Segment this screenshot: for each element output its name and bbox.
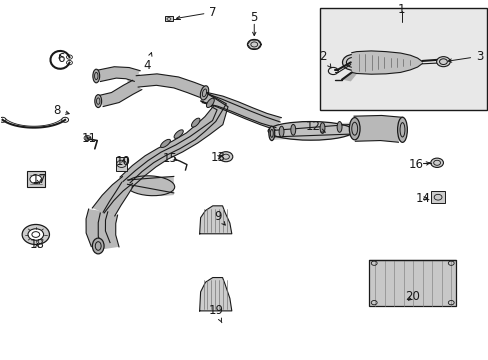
Polygon shape — [120, 94, 226, 183]
Text: 3: 3 — [447, 50, 483, 63]
Polygon shape — [103, 183, 133, 216]
Bar — [116, 157, 127, 171]
Bar — [164, 17, 172, 22]
Polygon shape — [202, 93, 281, 127]
Ellipse shape — [348, 118, 359, 140]
Bar — [320, 8, 487, 110]
Polygon shape — [86, 209, 110, 247]
Polygon shape — [136, 74, 206, 97]
Text: 16: 16 — [408, 158, 429, 171]
Polygon shape — [353, 116, 402, 142]
Polygon shape — [96, 67, 140, 81]
Text: 1: 1 — [397, 3, 405, 16]
Text: 18: 18 — [30, 238, 44, 251]
Text: 19: 19 — [208, 305, 224, 323]
Polygon shape — [268, 123, 356, 140]
Ellipse shape — [126, 176, 174, 196]
Circle shape — [247, 40, 261, 49]
Ellipse shape — [200, 86, 208, 100]
Text: 6: 6 — [57, 51, 64, 64]
Polygon shape — [351, 51, 422, 74]
Polygon shape — [125, 176, 173, 196]
Ellipse shape — [95, 95, 102, 108]
Text: 20: 20 — [405, 290, 419, 303]
Text: 13: 13 — [210, 151, 224, 164]
Ellipse shape — [93, 69, 100, 83]
Ellipse shape — [174, 130, 183, 138]
Ellipse shape — [336, 122, 341, 132]
Polygon shape — [199, 206, 231, 234]
Ellipse shape — [191, 118, 200, 127]
Ellipse shape — [267, 122, 353, 140]
Text: 8: 8 — [53, 104, 69, 117]
Polygon shape — [98, 213, 119, 249]
Ellipse shape — [320, 123, 325, 134]
Circle shape — [30, 175, 41, 184]
Polygon shape — [98, 80, 142, 107]
Circle shape — [436, 57, 449, 67]
Text: 9: 9 — [213, 210, 225, 225]
Circle shape — [430, 158, 443, 167]
Circle shape — [342, 54, 363, 70]
Text: 2: 2 — [318, 50, 330, 68]
Text: 12: 12 — [305, 121, 325, 134]
Text: 14: 14 — [415, 192, 430, 205]
Circle shape — [28, 229, 43, 240]
Bar — [430, 192, 444, 203]
Text: 15: 15 — [163, 152, 178, 165]
Bar — [368, 260, 455, 306]
Bar — [27, 171, 44, 187]
Polygon shape — [202, 94, 280, 130]
Text: 11: 11 — [82, 132, 97, 145]
Text: 10: 10 — [116, 155, 131, 168]
Text: 17: 17 — [31, 173, 46, 186]
Text: 7: 7 — [176, 6, 217, 19]
Ellipse shape — [160, 139, 170, 148]
Text: 5: 5 — [250, 12, 257, 24]
Ellipse shape — [397, 117, 407, 142]
Circle shape — [22, 225, 49, 244]
Ellipse shape — [290, 125, 295, 135]
Ellipse shape — [206, 98, 214, 108]
Circle shape — [219, 152, 232, 162]
Bar — [320, 8, 487, 110]
Polygon shape — [199, 278, 231, 311]
Polygon shape — [92, 177, 132, 213]
Ellipse shape — [92, 238, 104, 254]
Ellipse shape — [279, 126, 284, 137]
Polygon shape — [122, 94, 227, 187]
Polygon shape — [127, 69, 142, 92]
Polygon shape — [341, 72, 356, 81]
Text: 4: 4 — [143, 53, 152, 72]
Ellipse shape — [268, 126, 274, 140]
